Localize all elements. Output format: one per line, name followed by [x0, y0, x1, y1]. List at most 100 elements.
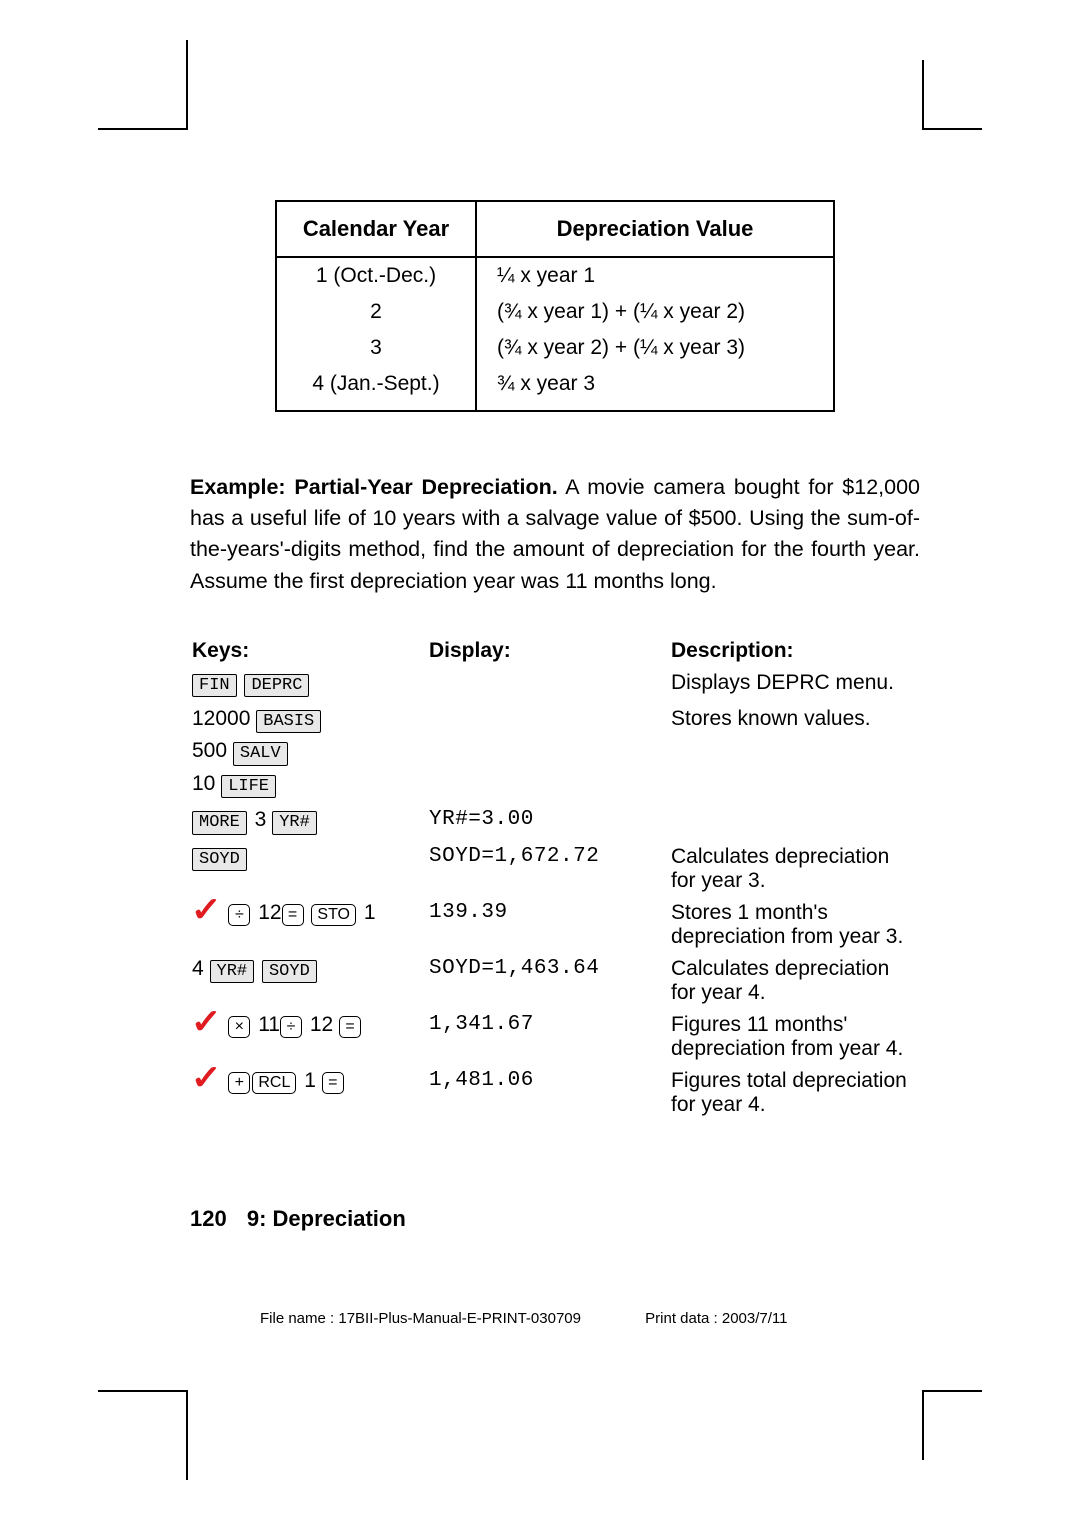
display-cell: 1,341.67	[429, 1013, 669, 1067]
numeric-entry: 500	[192, 739, 227, 762]
crop-mark	[186, 1390, 188, 1480]
header-description: Description:	[671, 639, 918, 669]
cell-year: 4 (Jan.-Sept.)	[276, 366, 476, 411]
cell-year: 1 (Oct.-Dec.)	[276, 257, 476, 294]
crop-mark	[922, 128, 982, 130]
page-footer: 120 9: Depreciation	[190, 1206, 406, 1232]
step-row: SOYD SOYD=1,672.72 Calculates depreciati…	[192, 845, 918, 899]
cell-year: 2	[276, 294, 476, 330]
keys-cell: FIN DEPRC	[192, 671, 427, 705]
desc-cell: Stores known values.	[671, 707, 918, 806]
table-row: 1 (Oct.-Dec.) ¼ x year 1	[276, 257, 834, 294]
keys-cell: MORE 3 YR#	[192, 808, 427, 842]
desc-cell: Stores 1 month's depreciation from year …	[671, 901, 918, 955]
print-date: Print data : 2003/7/11	[645, 1310, 787, 1327]
desc-cell: Figures 11 months' depreciation from yea…	[671, 1013, 918, 1067]
chapter-title: 9: Depreciation	[247, 1206, 406, 1231]
keys-display-desc-table: Keys: Display: Description: FIN DEPRC Di…	[190, 637, 920, 1125]
menu-key: SOYD	[192, 848, 247, 871]
cell-value: ¾ x year 3	[476, 366, 834, 411]
desc-cell: Figures total depreciation for year 4.	[671, 1069, 918, 1123]
numeric-entry: 1	[304, 1069, 316, 1092]
display-cell	[429, 707, 669, 806]
calendar-table: Calendar Year Depreciation Value 1 (Oct.…	[275, 200, 835, 412]
numeric-entry: 1	[364, 901, 376, 924]
crop-mark	[98, 1390, 188, 1392]
menu-key: MORE	[192, 811, 247, 834]
numeric-entry: 12	[258, 901, 281, 924]
cell-value: (¾ x year 1) + (¼ x year 2)	[476, 294, 834, 330]
numeric-entry: 12000	[192, 707, 250, 730]
keys-cell: 12000 BASIS 500 SALV 10 LIFE	[192, 707, 427, 806]
table-row: 3 (¾ x year 2) + (¼ x year 3)	[276, 330, 834, 366]
checkmark-icon: ✓	[191, 1072, 222, 1086]
hard-key: STO	[311, 904, 356, 927]
menu-key: LIFE	[221, 775, 276, 798]
step-row: ✓ ÷ 12= STO 1 139.39 Stores 1 month's de…	[192, 901, 918, 955]
numeric-entry: 10	[192, 772, 215, 795]
menu-key: SOYD	[262, 960, 317, 983]
step-row: FIN DEPRC Displays DEPRC menu.	[192, 671, 918, 705]
crop-mark	[922, 1390, 982, 1392]
step-row: ✓ × 11÷ 12 = 1,341.67 Figures 11 months'…	[192, 1013, 918, 1067]
th-calendar-year: Calendar Year	[276, 201, 476, 257]
th-depreciation-value: Depreciation Value	[476, 201, 834, 257]
menu-key: YR#	[272, 811, 317, 834]
file-name: File name : 17BII-Plus-Manual-E-PRINT-03…	[260, 1310, 581, 1327]
step-row: 12000 BASIS 500 SALV 10 LIFE Stores know…	[192, 707, 918, 806]
hard-key: =	[339, 1016, 361, 1039]
page-body: Calendar Year Depreciation Value 1 (Oct.…	[190, 200, 920, 1125]
step-row: 4 YR# SOYD SOYD=1,463.64 Calculates depr…	[192, 957, 918, 1011]
hard-key: ×	[228, 1016, 250, 1039]
keys-cell: SOYD	[192, 845, 427, 899]
numeric-entry: 12	[310, 1013, 333, 1036]
hard-key: ÷	[228, 904, 250, 927]
desc-cell	[671, 808, 918, 842]
cell-year: 3	[276, 330, 476, 366]
display-cell: 139.39	[429, 901, 669, 955]
display-cell: 1,481.06	[429, 1069, 669, 1123]
hard-key: ÷	[280, 1016, 302, 1039]
header-keys: Keys:	[192, 639, 427, 669]
keys-cell: ✓ +RCL 1 =	[192, 1069, 427, 1123]
display-cell: YR#=3.00	[429, 808, 669, 842]
cell-value: (¾ x year 2) + (¼ x year 3)	[476, 330, 834, 366]
cell-value: ¼ x year 1	[476, 257, 834, 294]
menu-key: SALV	[233, 742, 288, 765]
keys-cell: ✓ × 11÷ 12 =	[192, 1013, 427, 1067]
checkmark-icon: ✓	[191, 1016, 222, 1030]
table-row: 4 (Jan.-Sept.) ¾ x year 3	[276, 366, 834, 411]
example-lead: Example: Partial-Year Depreciation.	[190, 475, 558, 499]
menu-key: BASIS	[256, 710, 321, 733]
display-cell	[429, 671, 669, 705]
numeric-entry: 3	[255, 808, 267, 831]
example-paragraph: Example: Partial-Year Depreciation. A mo…	[190, 472, 920, 597]
hard-key: +	[228, 1072, 250, 1095]
menu-key: YR#	[210, 960, 255, 983]
hard-key: =	[322, 1072, 344, 1095]
keys-cell: 4 YR# SOYD	[192, 957, 427, 1011]
numeric-entry: 11	[258, 1013, 280, 1036]
page-number: 120	[190, 1206, 227, 1231]
checkmark-icon: ✓	[191, 904, 222, 918]
crop-mark	[922, 1390, 924, 1460]
hard-key: =	[282, 904, 304, 927]
desc-cell: Calculates depreciation for year 3.	[671, 845, 918, 899]
step-row: MORE 3 YR# YR#=3.00	[192, 808, 918, 842]
display-cell: SOYD=1,463.64	[429, 957, 669, 1011]
menu-key: FIN	[192, 674, 237, 697]
menu-key: DEPRC	[244, 674, 309, 697]
header-display: Display:	[429, 639, 669, 669]
hard-key: RCL	[252, 1072, 296, 1095]
table-row: 2 (¾ x year 1) + (¼ x year 2)	[276, 294, 834, 330]
desc-cell: Displays DEPRC menu.	[671, 671, 918, 705]
crop-mark	[186, 40, 188, 130]
desc-cell: Calculates depreciation for year 4.	[671, 957, 918, 1011]
print-metadata: File name : 17BII-Plus-Manual-E-PRINT-03…	[260, 1310, 787, 1327]
crop-mark	[922, 60, 924, 130]
crop-mark	[98, 128, 188, 130]
display-cell: SOYD=1,672.72	[429, 845, 669, 899]
keys-cell: ✓ ÷ 12= STO 1	[192, 901, 427, 955]
step-row: ✓ +RCL 1 = 1,481.06 Figures total deprec…	[192, 1069, 918, 1123]
numeric-entry: 4	[192, 957, 204, 980]
